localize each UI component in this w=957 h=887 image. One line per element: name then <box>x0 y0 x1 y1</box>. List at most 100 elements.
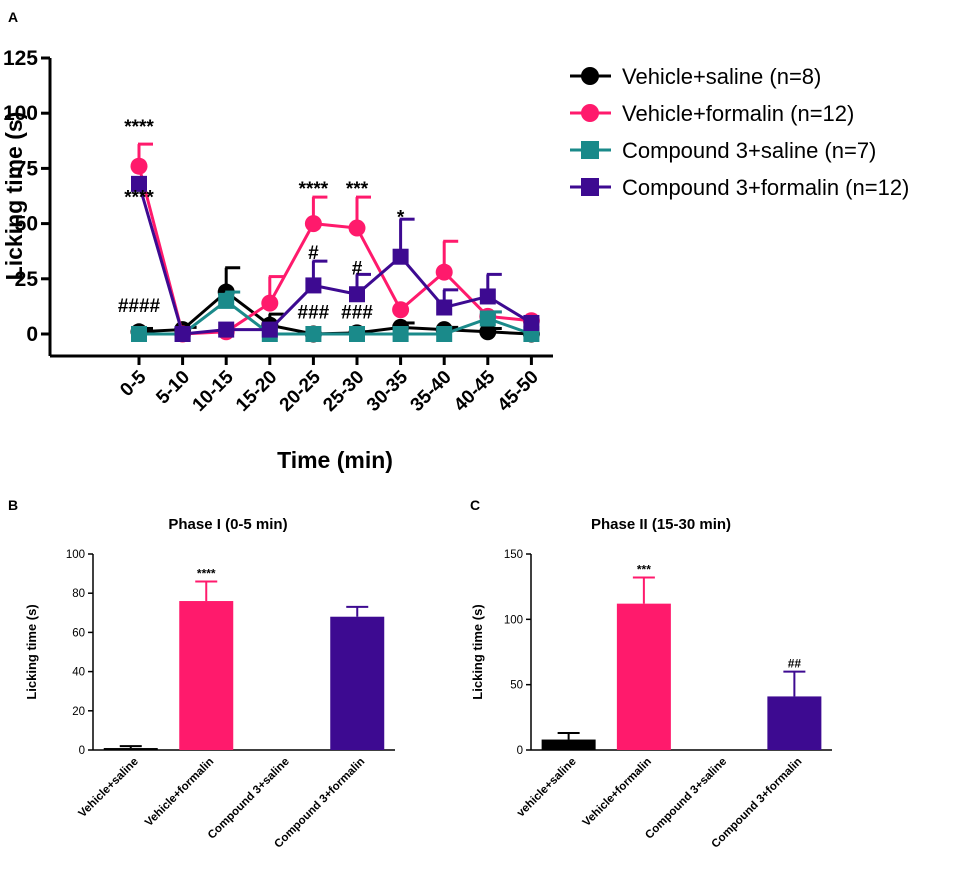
series-compound-3-formalin-n-12 <box>131 175 540 342</box>
panel-c-bar-chart: C Phase II (15-30 min) 0 50 100 150 Licking ti… <box>470 497 832 851</box>
panel-c-y-tick-label: 50 <box>510 680 523 692</box>
panel-a-y-axis-label: Licking time (s) <box>1 112 27 281</box>
panel-b-x-tick-label: Vehicle+formalin <box>143 756 216 829</box>
panel-c-title: Phase II (15-30 min) <box>591 516 731 533</box>
legend-label: Compound 3+formalin (n=12) <box>622 175 909 200</box>
significance-label: #### <box>118 296 161 317</box>
panel-a-x-axis-label: Time (min) <box>277 447 393 473</box>
panel-a-y-tick-label: 125 <box>3 47 38 70</box>
legend-marker <box>581 141 599 159</box>
significance-label: * <box>397 208 405 229</box>
data-point <box>523 314 540 331</box>
bar-vehicle-formalin <box>616 603 671 750</box>
panel-a-x-tick-label: 15-20 <box>232 367 281 416</box>
series-vehicle-formalin-n-12 <box>130 142 540 343</box>
data-point <box>218 292 235 309</box>
panel-b-x-tick-label: Compound 3+formalin <box>272 756 367 851</box>
panel-b-x-tick-label: Vehicle+saline <box>77 756 141 820</box>
panel-c-x-tick-label: Vehicle+formalin <box>581 756 654 829</box>
panel-a-line-chart: A 0 25 50 75 100 125 Licking time (s) 0-5 5-1010-… <box>1 9 553 473</box>
panel-a-letter: A <box>8 9 18 25</box>
panel-b-y-tick-label: 0 <box>79 745 85 757</box>
panel-c-y-tick-label: 150 <box>504 549 523 561</box>
panel-c-x-tick-label: Compound 3+saline <box>643 756 729 842</box>
data-point <box>174 326 191 342</box>
data-point <box>392 301 410 319</box>
legend-label: Vehicle+formalin (n=12) <box>622 101 854 126</box>
panel-a-legend: Vehicle+saline (n=8) Vehicle+formalin (n=… <box>570 64 909 200</box>
data-point <box>305 277 322 294</box>
panel-b-letter: B <box>8 497 18 513</box>
panel-b-y-tick-label: 40 <box>72 667 85 679</box>
significance-label: *** <box>346 179 369 200</box>
data-point <box>131 175 147 192</box>
significance-label: **** <box>299 179 329 200</box>
panel-a-y-tick-label: 0 <box>26 323 38 346</box>
series-line <box>138 290 532 336</box>
panel-b-title: Phase I (0-5 min) <box>168 516 287 533</box>
legend-label: Compound 3+saline (n=7) <box>622 138 876 163</box>
panel-a-x-tick-label: 45-50 <box>494 367 543 416</box>
data-point <box>261 294 279 312</box>
legend-item-vehicle-formalin-n-12: Vehicle+formalin (n=12) <box>570 101 854 126</box>
bar-vehicle-formalin <box>179 601 234 750</box>
panel-c-x-tick-label: vehicle+saline <box>515 756 579 820</box>
panel-b-bar-chart: B Phase I (0-5 min) 0 20 40 60 80 100 Licking ti… <box>8 497 395 851</box>
panel-b-y-tick-label: 20 <box>72 706 85 718</box>
bar-significance-label: **** <box>197 566 216 580</box>
bar-compound-3-formalin <box>767 696 822 750</box>
panel-a-x-tick-label: 10-15 <box>189 366 239 416</box>
data-point <box>392 248 409 265</box>
panel-a-y-tick-label: 25 <box>15 268 39 291</box>
panel-a-x-tick-label: 25-30 <box>319 367 368 416</box>
legend-item-vehicle-saline-n-8: Vehicle+saline (n=8) <box>570 64 821 89</box>
series-line <box>139 298 532 336</box>
legend-marker <box>581 67 599 85</box>
legend-item-compound-3-formalin-n-12: Compound 3+formalin (n=12) <box>570 175 909 200</box>
data-point <box>131 326 147 342</box>
significance-label: **** <box>124 188 154 209</box>
panel-b-x-tick-label: Compound 3+saline <box>206 756 292 842</box>
panel-c-y-tick-label: 100 <box>504 614 523 626</box>
data-point <box>479 323 497 341</box>
significance-label: # <box>352 258 363 279</box>
legend-marker <box>581 178 599 196</box>
panel-a-x-tick-label: 5-10 <box>152 367 194 409</box>
panel-a-y-tick-label: 100 <box>3 102 38 125</box>
data-point <box>349 286 365 303</box>
data-point <box>435 263 453 281</box>
panel-b-y-tick-label: 100 <box>66 549 85 561</box>
panel-a-x-tick-label: 40-45 <box>450 366 500 416</box>
data-point <box>348 219 366 237</box>
data-point <box>392 326 409 342</box>
legend-label: Vehicle+saline (n=8) <box>622 64 821 89</box>
legend-marker <box>581 104 599 122</box>
data-point <box>305 326 322 342</box>
data-point <box>479 310 496 327</box>
bar-significance-label: *** <box>637 563 651 577</box>
panel-a-x-tick-label: 20-25 <box>276 366 326 416</box>
panel-a-x-tick-label: 0-5 <box>116 366 151 401</box>
panel-c-letter: C <box>470 497 480 513</box>
data-point <box>436 326 453 342</box>
data-point <box>304 215 322 233</box>
panel-c-x-tick-label: Compound 3+formalin <box>709 756 804 851</box>
panel-a-y-tick-label: 75 <box>15 157 39 180</box>
panel-a-x-tick-label: 30-35 <box>363 366 413 416</box>
significance-label: **** <box>124 117 154 138</box>
bar-compound-3-formalin <box>330 616 385 750</box>
panel-b-y-axis-label: Licking time (s) <box>24 604 39 699</box>
panel-c-y-tick-label: 0 <box>517 745 523 757</box>
data-point <box>261 321 278 338</box>
bar-significance-label: ## <box>788 657 802 671</box>
significance-label: ### <box>298 303 330 324</box>
bar-vehicle-saline <box>103 748 158 750</box>
panel-b-y-tick-label: 60 <box>72 627 85 639</box>
panel-a-y-tick-label: 50 <box>15 213 38 236</box>
panel-c-y-axis-label: Licking time (s) <box>470 604 485 699</box>
data-point <box>218 321 235 338</box>
bar-vehicle-saline <box>541 739 596 750</box>
data-point <box>479 288 496 305</box>
